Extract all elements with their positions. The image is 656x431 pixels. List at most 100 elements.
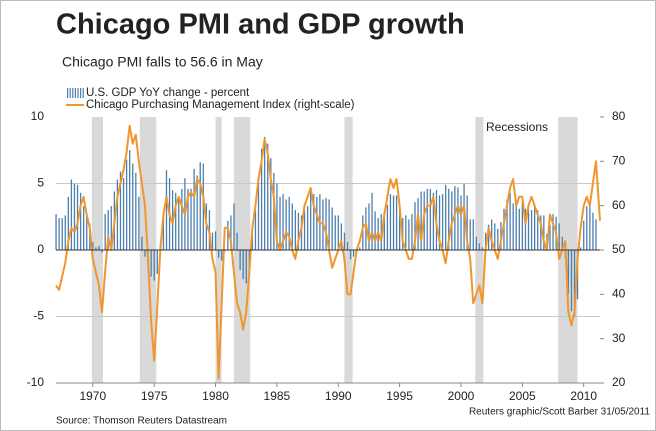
bar: [61, 218, 63, 250]
bar: [469, 219, 471, 250]
y-tick-label: 10: [31, 109, 45, 123]
bar: [233, 203, 235, 250]
legend-icon-bar: [80, 88, 82, 98]
x-tick-label: 1995: [386, 389, 413, 403]
bar: [217, 250, 220, 258]
y2-tick-label: 80: [612, 109, 626, 123]
bar: [125, 159, 128, 250]
bar: [537, 210, 539, 250]
bar: [580, 247, 582, 250]
bar: [561, 236, 563, 250]
bar: [294, 210, 296, 250]
bar: [331, 207, 333, 250]
y2-tick-label: 40: [612, 287, 626, 301]
bar: [405, 215, 407, 250]
x-tick-label: 2010: [570, 389, 597, 403]
legend-label: U.S. GDP YoY change - percent: [86, 87, 250, 99]
bar: [70, 179, 73, 250]
bar: [454, 186, 456, 250]
bar: [503, 208, 505, 250]
bar: [98, 246, 100, 250]
bar: [374, 211, 376, 250]
bar: [264, 136, 266, 250]
bar: [236, 232, 238, 250]
bar: [116, 179, 119, 250]
source-note: Source: Thomson Reuters Datastream: [56, 416, 227, 427]
bar: [533, 204, 536, 250]
bar: [521, 202, 524, 250]
bar: [586, 206, 588, 250]
bar: [334, 215, 336, 250]
bar: [337, 215, 339, 250]
bar: [543, 215, 545, 250]
x-tick-label: 1990: [325, 389, 352, 403]
bar: [527, 206, 530, 250]
bar: [132, 163, 134, 250]
bar: [509, 192, 511, 250]
y2-tick-label: 30: [612, 331, 626, 345]
bar: [162, 216, 165, 250]
bar: [67, 196, 69, 250]
bar: [205, 203, 208, 250]
bar: [306, 206, 309, 250]
bar: [438, 195, 441, 250]
y2-tick-label: 50: [612, 242, 626, 256]
bar: [592, 212, 594, 250]
bar: [276, 183, 278, 250]
bar: [313, 194, 315, 250]
bar: [506, 199, 508, 250]
bar: [101, 250, 103, 253]
bar: [552, 214, 554, 250]
bar: [392, 195, 395, 250]
x-tick-label: 1980: [202, 389, 229, 403]
bar: [325, 198, 327, 250]
bar: [484, 232, 487, 250]
bar: [383, 215, 385, 250]
y-tick-label: -10: [27, 375, 45, 389]
bar: [475, 236, 478, 250]
bar: [573, 250, 576, 317]
bar: [254, 210, 257, 250]
legend-icon-bar: [69, 88, 71, 98]
bar: [270, 158, 272, 250]
credit-note: Reuters graphic/Scott Barber 31/05/2011: [469, 407, 650, 418]
bar: [95, 247, 97, 250]
bar: [595, 219, 597, 250]
x-tick-label: 1985: [264, 389, 291, 403]
bar: [417, 198, 419, 250]
bar: [386, 204, 389, 250]
bar: [242, 250, 244, 280]
bar: [457, 187, 459, 250]
bar: [279, 196, 281, 250]
bar: [245, 250, 247, 284]
x-tick-label: 2005: [509, 389, 536, 403]
bar: [187, 188, 189, 250]
x-tick-label: 1970: [79, 389, 106, 403]
bar: [540, 215, 542, 250]
bar: [352, 250, 355, 257]
legend-icon-bar: [82, 88, 84, 98]
legend-icon-bar: [72, 88, 74, 98]
y2-tick-label: 70: [612, 154, 626, 168]
bar: [251, 235, 254, 250]
legend-icon-bar: [67, 88, 69, 98]
bar: [494, 223, 496, 250]
bar: [349, 250, 352, 260]
bar: [196, 175, 198, 250]
bar: [73, 183, 76, 250]
bar: [193, 168, 195, 250]
bar: [267, 143, 269, 250]
chart-title: Chicago PMI and GDP growth: [56, 9, 465, 41]
bar: [138, 196, 140, 250]
bar: [64, 215, 66, 250]
bar: [328, 199, 330, 250]
bar: [478, 243, 481, 250]
bar: [104, 214, 106, 250]
bar: [429, 188, 431, 250]
bar: [288, 196, 290, 250]
bar: [153, 250, 155, 281]
bar: [129, 150, 131, 250]
bar: [79, 192, 82, 250]
bar: [83, 206, 85, 250]
